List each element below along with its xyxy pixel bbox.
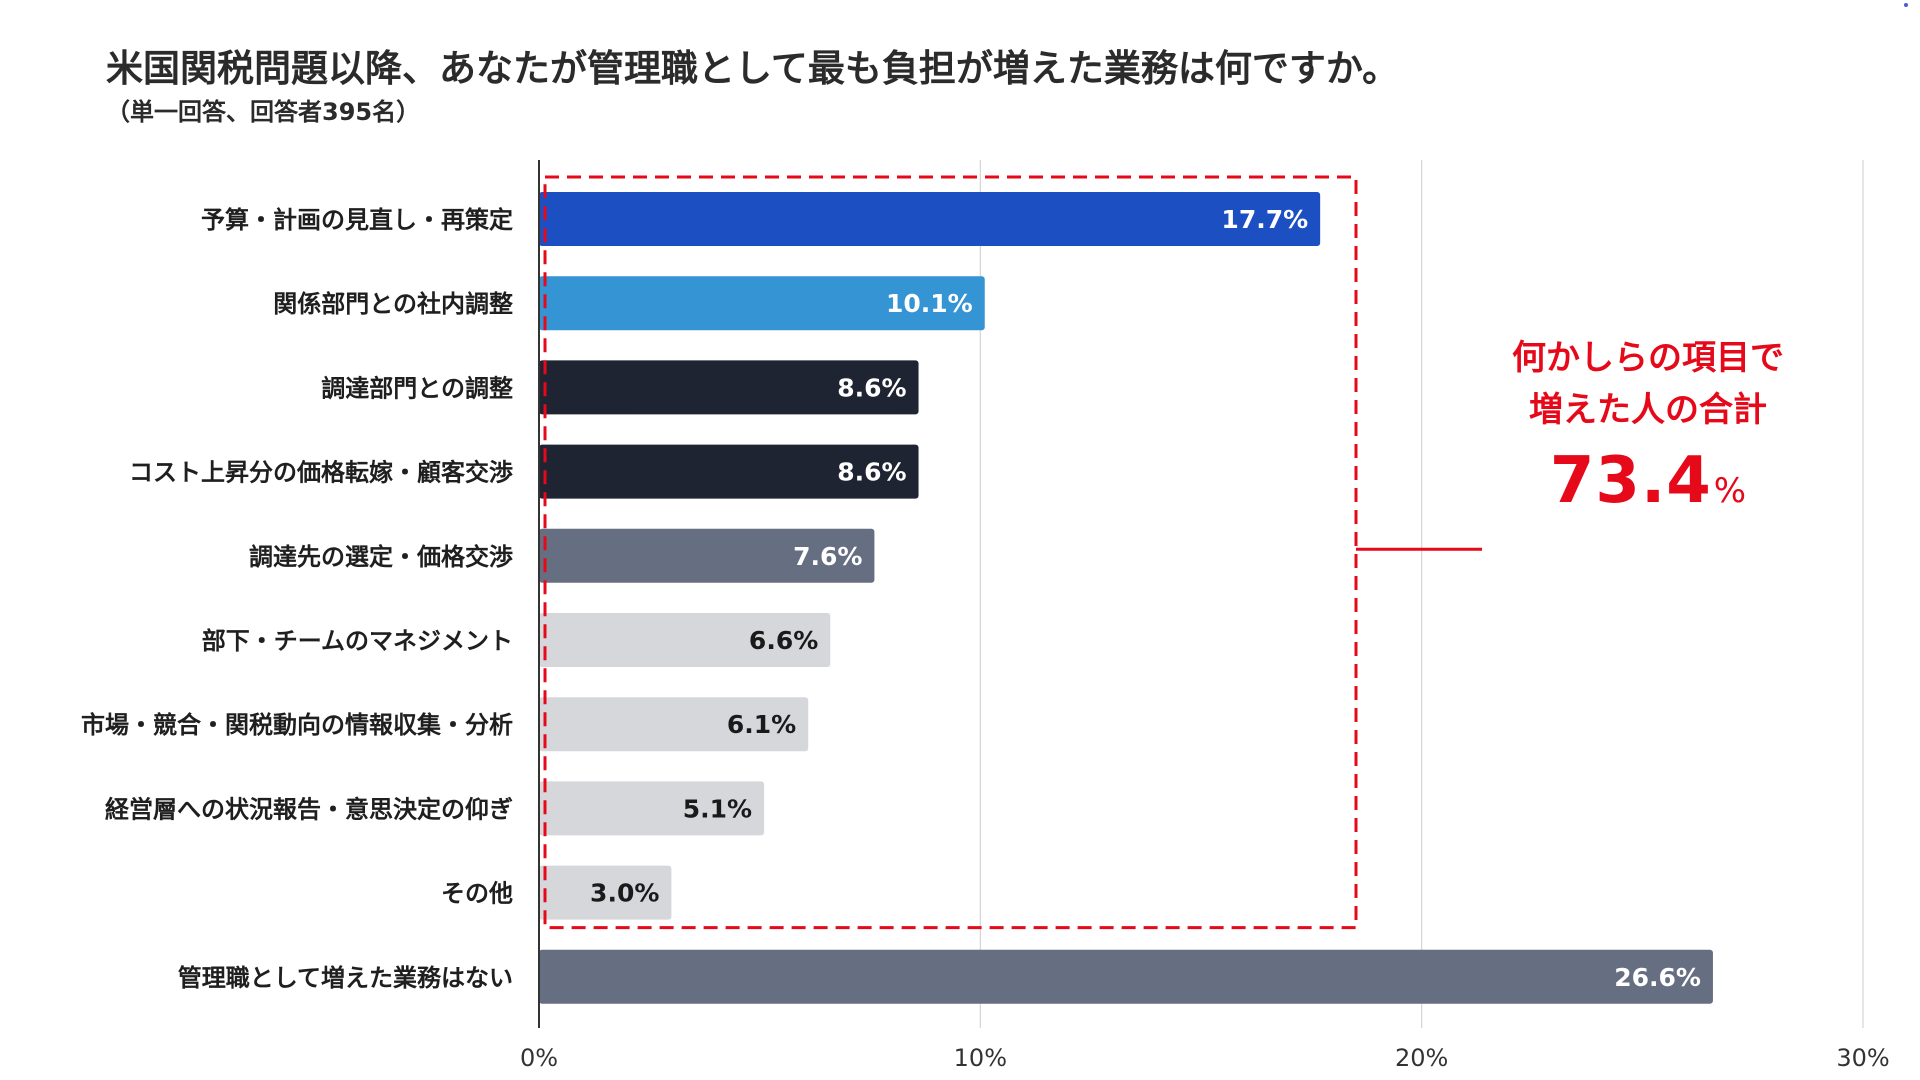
highlight-callout: 何かしらの項目で 増えた人の合計 73.4%	[1488, 332, 1808, 518]
bar	[539, 865, 672, 920]
category-label: 関係部門との社内調整	[273, 290, 513, 318]
bar	[539, 192, 1321, 246]
callout-total-unit: %	[1713, 471, 1747, 511]
category-label: 部下・チームのマネジメント	[202, 627, 513, 655]
bar	[539, 949, 1713, 1004]
callout-total: 73.4%	[1488, 444, 1808, 518]
category-label: 管理職として増えた業務はない	[178, 964, 513, 992]
data-label: 5.1%	[683, 794, 752, 823]
bar	[539, 613, 831, 667]
bars: 予算・計画の見直し・再策定 17.7% 関係部門との社内調整 10.1% 調達部門との調…	[81, 192, 1713, 1004]
bar	[539, 697, 809, 752]
bar	[539, 360, 919, 415]
x-tick-label: 10%	[954, 1044, 1007, 1072]
callout-total-value: 73.4	[1549, 444, 1712, 518]
data-label: 8.6%	[837, 458, 906, 487]
x-tick-label: 20%	[1395, 1044, 1448, 1072]
callout-line1: 何かしらの項目で	[1512, 338, 1784, 378]
category-label: 市場・競合・関税動向の情報収集・分析	[81, 711, 513, 739]
data-label: 6.6%	[749, 626, 818, 655]
category-label: コスト上昇分の価格転嫁・顧客交渉	[129, 459, 513, 487]
x-axis: 0% 10% 20% 30%	[520, 160, 1890, 1072]
category-label: その他	[441, 880, 513, 908]
category-label: 調達先の選定・価格交渉	[249, 543, 513, 571]
highlight-dashed-box	[543, 175, 1358, 930]
category-label: 経営層への状況報告・意思決定の仰ぎ	[105, 795, 513, 823]
bar	[539, 276, 985, 331]
category-label: 調達部門との調整	[321, 374, 513, 402]
bar	[539, 444, 919, 499]
data-label: 17.7%	[1221, 205, 1308, 234]
category-label: 予算・計画の見直し・再策定	[201, 206, 513, 234]
bar	[539, 781, 765, 836]
callout-line2: 増えた人の合計	[1529, 390, 1767, 430]
chart-subtitle: （単一回答、回答者395名）	[106, 98, 421, 126]
corner-dot	[1904, 3, 1908, 7]
data-label: 6.1%	[727, 710, 796, 739]
x-tick-label: 30%	[1836, 1044, 1889, 1072]
data-label: 7.6%	[793, 542, 862, 571]
chart-title: 米国関税問題以降、あなたが管理職として最も負担が増えた業務は何ですか。	[106, 47, 1400, 90]
data-label: 3.0%	[590, 879, 659, 908]
bar	[539, 528, 875, 583]
data-label: 8.6%	[837, 373, 906, 402]
data-label: 10.1%	[886, 289, 973, 318]
gridlines	[979, 160, 1864, 1028]
highlight-group	[543, 175, 1482, 930]
x-tick-label: 0%	[520, 1044, 558, 1072]
data-label: 26.6%	[1614, 963, 1701, 992]
